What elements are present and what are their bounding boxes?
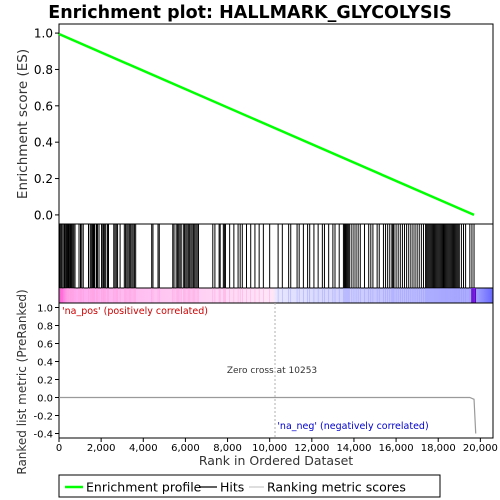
es-y-tick-label: 0.2: [34, 172, 53, 186]
es-y-tick-label: 0.0: [34, 208, 53, 222]
metric-x-tick-label: 4,000: [129, 443, 158, 454]
metric-y-tick-label: 0.6: [37, 340, 53, 351]
metric-x-tick-label: 0: [56, 443, 62, 454]
colorbar-end-marker: [471, 288, 477, 303]
metric-panel-frame: [58, 302, 494, 439]
metric-y-tick-label: -0.4: [33, 430, 53, 441]
es-y-axis: 0.0 0.2 0.4 0.6 0.8 1.0: [34, 27, 59, 222]
metric-x-tick-label: 20,000: [463, 443, 498, 454]
hits-panel-frame: [58, 223, 494, 289]
ranking-metric-line: [59, 396, 477, 434]
es-y-tick-label: 0.6: [34, 99, 53, 113]
positive-correlation-label: 'na_pos' (positively correlated): [62, 306, 208, 317]
metric-x-tick-label: 2,000: [87, 443, 116, 454]
hit-lines: [59, 224, 475, 288]
metric-x-axis-label: Rank in Ordered Dataset: [199, 453, 353, 468]
metric-y-axis: -0.4 -0.2 0.0 0.2 0.4 0.6 0.8 1.0: [33, 304, 59, 441]
es-panel: 0.0 0.2 0.4 0.6 0.8 1.0 Enrichment score (ES): [15, 23, 494, 225]
chart-title: Enrichment plot: HALLMARK_GLYCOLYSIS: [48, 3, 452, 23]
zero-cross-label: Zero cross at 10253: [227, 366, 317, 376]
enrichment-profile-line: [58, 32, 475, 217]
metric-panel: -0.4 -0.2 0.0 0.2 0.4 0.6 0.8 1.0 0 2,000 4,000 6,…: [15, 289, 498, 474]
metric-y-tick-label: 0.0: [37, 394, 53, 405]
legend-hits-label: Hits: [220, 480, 244, 495]
metric-y-tick-label: 0.8: [37, 322, 53, 333]
es-y-tick-label: 1.0: [34, 27, 53, 41]
metric-x-tick-label: 12,000: [294, 443, 329, 454]
es-y-tick-label: 0.8: [34, 63, 53, 77]
hits-panel: [58, 223, 494, 289]
metric-x-tick-label: 18,000: [421, 443, 456, 454]
metric-x-tick-label: 10,000: [252, 443, 287, 454]
legend: Enrichment profile Hits Ranking metric s…: [58, 474, 441, 498]
negative-correlation-label: 'na_neg' (negatively correlated): [277, 421, 428, 432]
metric-x-tick-label: 16,000: [379, 443, 414, 454]
metric-x-tick-label: 14,000: [336, 443, 371, 454]
es-y-axis-label: Enrichment score (ES): [15, 49, 31, 199]
legend-enrichment-label: Enrichment profile: [86, 480, 202, 495]
metric-x-tick-label: 8,000: [213, 443, 242, 454]
metric-x-axis: 0 2,000 4,000 6,000 8,000 10,000 12,000 14,000 1…: [56, 438, 498, 454]
es-y-tick-label: 0.4: [34, 136, 53, 150]
metric-y-tick-label: 1.0: [37, 304, 53, 315]
metric-x-tick-label: 6,000: [171, 443, 200, 454]
colorbar-hit-lines: [59, 288, 475, 303]
metric-y-tick-label: 0.4: [37, 358, 53, 369]
legend-frame: [58, 474, 441, 498]
legend-metric-label: Ranking metric scores: [267, 480, 406, 495]
metric-y-axis-label: Ranked list metric (PreRanked): [15, 289, 29, 474]
colorbar-panel: [58, 287, 494, 304]
metric-y-tick-label: -0.2: [33, 412, 53, 423]
metric-y-tick-label: 0.2: [37, 376, 53, 387]
